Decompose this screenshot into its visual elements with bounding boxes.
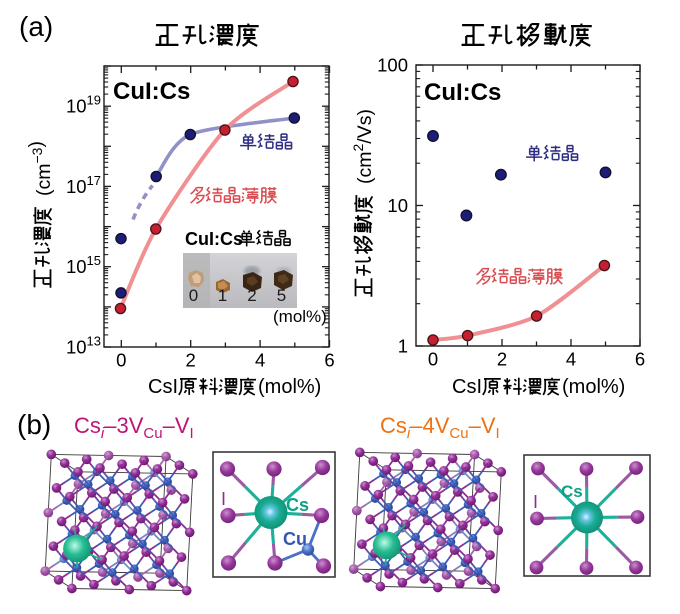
svg-text:10: 10 <box>387 195 408 216</box>
svg-text:CsI: CsI <box>452 376 482 398</box>
svg-text:Csi–4VCu–VI: Csi–4VCu–VI <box>380 413 500 442</box>
svg-text:I: I <box>533 492 538 512</box>
svg-text:1: 1 <box>398 336 408 357</box>
svg-text:(mol%): (mol%) <box>258 376 321 398</box>
svg-text:5: 5 <box>277 286 286 305</box>
svg-text:2: 2 <box>497 349 507 370</box>
svg-text:2: 2 <box>186 350 196 371</box>
svg-text:1: 1 <box>218 286 227 305</box>
svg-text:(mol%): (mol%) <box>562 376 625 398</box>
svg-text:(a): (a) <box>19 11 53 42</box>
svg-text:Csi–3VCu–VI: Csi–3VCu–VI <box>74 413 194 442</box>
svg-text:Cu: Cu <box>283 529 307 549</box>
svg-text:CsI: CsI <box>148 376 178 398</box>
svg-text:Cs: Cs <box>286 495 309 515</box>
svg-text:0: 0 <box>189 286 198 305</box>
svg-text:4: 4 <box>566 349 576 370</box>
svg-text:2: 2 <box>247 286 256 305</box>
svg-text:I: I <box>221 489 226 509</box>
svg-text:(mol%): (mol%) <box>273 307 327 326</box>
svg-text:(b): (b) <box>17 409 51 440</box>
svg-text:4: 4 <box>255 350 265 371</box>
svg-text:0: 0 <box>116 350 126 371</box>
svg-text:Cs: Cs <box>561 482 583 501</box>
svg-text:CuI:Cs: CuI:Cs <box>113 78 190 105</box>
svg-text:100: 100 <box>377 55 408 76</box>
svg-text:CuI:Cs: CuI:Cs <box>424 79 501 106</box>
svg-text:6: 6 <box>324 350 334 371</box>
svg-text:CuI:Cs: CuI:Cs <box>185 229 243 249</box>
svg-text:6: 6 <box>635 349 645 370</box>
svg-text:0: 0 <box>428 349 438 370</box>
